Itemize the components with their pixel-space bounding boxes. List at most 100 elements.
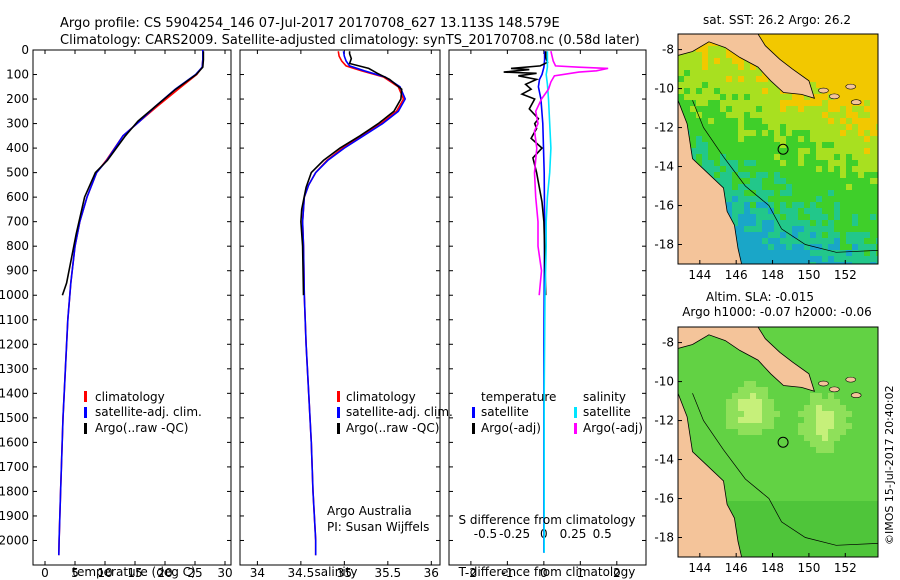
map-cell: [714, 375, 720, 381]
salinity-legend: climatology satellite-adj. clim. Argo(..…: [337, 390, 453, 435]
map-cell: [798, 100, 804, 106]
map-cell: [768, 178, 774, 184]
salinity-xlabel: salinity: [314, 565, 357, 579]
map-cell: [690, 88, 696, 94]
map-cell: [714, 357, 720, 363]
map-cell: [708, 357, 714, 363]
map-cell: [762, 148, 768, 154]
map-cell: [690, 411, 696, 417]
map-cell: [798, 136, 804, 142]
map-cell: [798, 327, 804, 333]
map-cell: [852, 52, 858, 58]
map-cell: [828, 202, 834, 208]
map-cell: [696, 154, 702, 160]
map-cell: [744, 549, 750, 555]
map-cell: [768, 130, 774, 136]
map-cell: [780, 40, 786, 46]
map-cell: [774, 453, 780, 459]
map-cell: [876, 549, 878, 555]
map-cell: [792, 441, 798, 447]
title-line-2: Climatology: CARS2009. Satellite-adjuste…: [60, 33, 640, 48]
map-cell: [738, 489, 744, 495]
map-cell: [852, 555, 858, 557]
map-cell: [780, 136, 786, 142]
island: [818, 87, 829, 94]
map-cell: [684, 52, 690, 58]
map-cell: [816, 94, 822, 100]
map-cell: [870, 112, 876, 118]
map-cell: [798, 555, 804, 557]
map-cell: [834, 507, 840, 513]
map-cell: [816, 142, 822, 148]
map-cell: [690, 351, 696, 357]
map-cell: [834, 483, 840, 489]
map-cell: [852, 537, 858, 543]
map-cell: [684, 82, 690, 88]
map-cell: [852, 549, 858, 555]
map-cell: [732, 483, 738, 489]
map-cell: [816, 136, 822, 142]
map-cell: [852, 381, 858, 387]
map-cell: [768, 555, 774, 557]
map-cell: [756, 441, 762, 447]
map-cell: [750, 507, 756, 513]
map-cell: [714, 118, 720, 124]
map-cell: [858, 214, 864, 220]
map-cell: [864, 58, 870, 64]
map-cell: [762, 112, 768, 118]
map-cell: [744, 130, 750, 136]
map-cell: [750, 369, 756, 375]
map-cell: [834, 148, 840, 154]
map-cell: [774, 250, 780, 256]
map-cell: [732, 375, 738, 381]
map-cell: [828, 357, 834, 363]
map-cell: [774, 543, 780, 549]
map-cell: [750, 178, 756, 184]
map-cell: [720, 112, 726, 118]
map-cell: [822, 262, 828, 264]
map-cell: [828, 477, 834, 483]
map-cell: [828, 250, 834, 256]
map-cell: [744, 507, 750, 513]
map-cell: [810, 375, 816, 381]
map-cell: [810, 369, 816, 375]
map-cell: [810, 393, 816, 399]
map-cell: [786, 447, 792, 453]
map-cell: [774, 465, 780, 471]
map-cell: [774, 262, 780, 264]
map-cell: [840, 94, 846, 100]
map-y-tick-label: -8: [662, 43, 674, 57]
map-cell: [840, 202, 846, 208]
map-cell: [708, 148, 714, 154]
map-cell: [798, 106, 804, 112]
y-tick-label: 1700: [0, 460, 29, 474]
map-cell: [756, 489, 762, 495]
map-cell: [876, 208, 878, 214]
map-cell: [798, 405, 804, 411]
map-cell: [822, 34, 828, 40]
legend-swatch-climatology: [337, 391, 340, 402]
map-cell: [864, 423, 870, 429]
map-cell: [768, 429, 774, 435]
map-cell: [840, 178, 846, 184]
map-cell: [720, 88, 726, 94]
map-cell: [804, 459, 810, 465]
map-cell: [774, 549, 780, 555]
map-cell: [864, 208, 870, 214]
map-cell: [816, 333, 822, 339]
map-cell: [816, 507, 822, 513]
map-cell: [786, 100, 792, 106]
map-cell: [792, 417, 798, 423]
map-cell: [834, 369, 840, 375]
map-cell: [678, 82, 684, 88]
map-cell: [828, 435, 834, 441]
map-cell: [768, 441, 774, 447]
map-cell: [750, 64, 756, 70]
map-cell: [732, 112, 738, 118]
map-cell: [768, 94, 774, 100]
map-cell: [858, 220, 864, 226]
map-cell: [792, 399, 798, 405]
map-cell: [822, 369, 828, 375]
map-cell: [846, 184, 852, 190]
map-cell: [780, 220, 786, 226]
